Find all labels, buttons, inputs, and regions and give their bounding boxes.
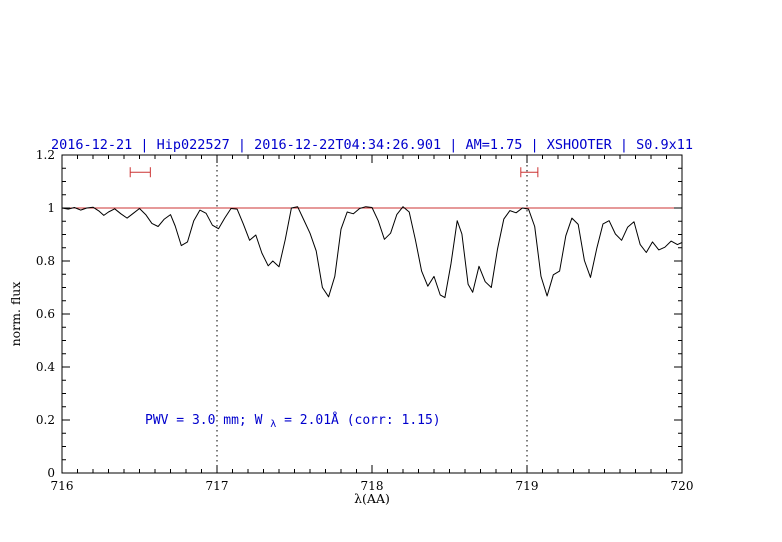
axis-tick-labels: 716 717 718 719 720 0 0.2 0.4 0.6 0.8 1 1.2 bbox=[36, 148, 694, 493]
svg-text:0.2: 0.2 bbox=[36, 413, 55, 427]
red-interval-markers bbox=[129, 167, 539, 178]
svg-text:720: 720 bbox=[671, 479, 694, 493]
svg-text:717: 717 bbox=[206, 479, 229, 493]
svg-text:1: 1 bbox=[47, 201, 55, 215]
x-axis-label: λ(AA) bbox=[354, 491, 390, 506]
pwv-annotation: PWV = 3.0 mm; W λ = 2.01Å (corr: 1.15) bbox=[145, 412, 441, 431]
svg-text:0: 0 bbox=[47, 466, 55, 480]
pwv-annotation-main: PWV = 3.0 mm; W bbox=[145, 413, 263, 428]
svg-text:0.8: 0.8 bbox=[36, 254, 55, 268]
svg-text:1.2: 1.2 bbox=[36, 148, 55, 162]
svg-text:0.6: 0.6 bbox=[36, 307, 55, 321]
dotted-guide-lines bbox=[216, 155, 528, 473]
plot-title: 2016-12-21 | Hip022527 | 2016-12-22T04:3… bbox=[51, 137, 693, 153]
pwv-annotation-tail: = 2.01Å (corr: 1.15) bbox=[284, 412, 441, 428]
spectrum-line bbox=[61, 206, 683, 299]
pwv-annotation-subscript: λ bbox=[270, 419, 276, 430]
y-axis-label: norm. flux bbox=[8, 282, 23, 347]
svg-text:719: 719 bbox=[516, 479, 539, 493]
svg-text:0.4: 0.4 bbox=[36, 360, 55, 374]
svg-text:718: 718 bbox=[361, 479, 384, 493]
svg-text:716: 716 bbox=[51, 479, 74, 493]
axis-ticks bbox=[61, 154, 683, 474]
